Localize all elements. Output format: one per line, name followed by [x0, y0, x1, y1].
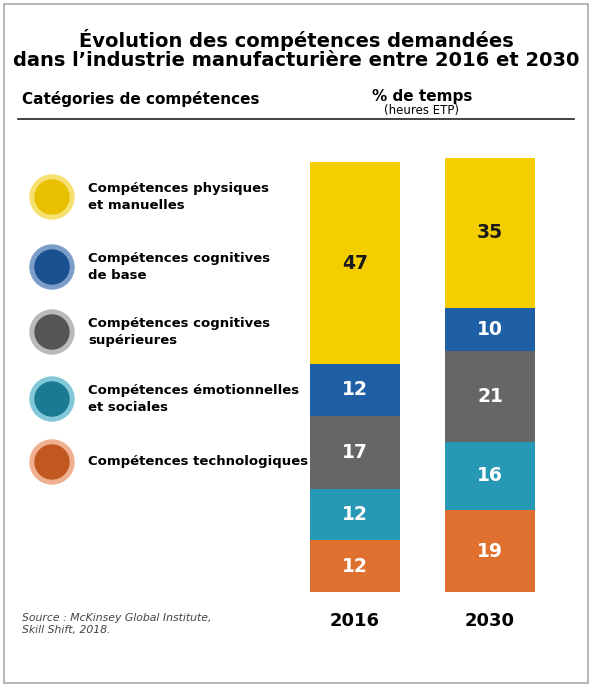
Circle shape: [30, 310, 74, 354]
Bar: [310, 541, 400, 592]
Text: Compétences émotionnelles
et sociales: Compétences émotionnelles et sociales: [88, 384, 299, 414]
Text: 10: 10: [477, 320, 503, 339]
Text: 19: 19: [477, 541, 503, 561]
Circle shape: [30, 377, 74, 421]
Text: (heures ETP): (heures ETP): [384, 104, 459, 117]
Circle shape: [30, 440, 74, 484]
Text: 12: 12: [342, 381, 368, 399]
Text: 17: 17: [342, 442, 368, 462]
Text: 2016: 2016: [330, 612, 380, 630]
Circle shape: [35, 382, 69, 416]
Circle shape: [35, 250, 69, 284]
Bar: [445, 158, 535, 308]
Bar: [445, 308, 535, 351]
Text: Évolution des compétences demandées: Évolution des compétences demandées: [79, 29, 513, 51]
Text: dans l’industrie manufacturière entre 2016 et 2030: dans l’industrie manufacturière entre 20…: [13, 51, 579, 70]
Text: 12: 12: [342, 505, 368, 524]
Circle shape: [30, 245, 74, 289]
Text: % de temps: % de temps: [372, 89, 472, 104]
Bar: [310, 416, 400, 488]
Bar: [310, 364, 400, 416]
Text: Compétences physiques
et manuelles: Compétences physiques et manuelles: [88, 182, 269, 212]
Bar: [445, 442, 535, 510]
Text: 21: 21: [477, 387, 503, 406]
Circle shape: [35, 180, 69, 214]
Bar: [445, 351, 535, 442]
Text: Source : McKinsey Global Institute,
Skill Shift, 2018.: Source : McKinsey Global Institute, Skil…: [22, 613, 211, 635]
Text: Catégories de compétences: Catégories de compétences: [22, 91, 259, 107]
Bar: [310, 488, 400, 541]
Text: Compétences cognitives
supérieures: Compétences cognitives supérieures: [88, 317, 270, 347]
Bar: [310, 162, 400, 364]
Text: Compétences technologiques: Compétences technologiques: [88, 455, 308, 469]
Text: 12: 12: [342, 556, 368, 576]
Text: 16: 16: [477, 466, 503, 486]
Text: 2030: 2030: [465, 612, 515, 630]
Circle shape: [30, 175, 74, 219]
Circle shape: [35, 315, 69, 349]
FancyBboxPatch shape: [4, 4, 588, 683]
Circle shape: [35, 445, 69, 479]
Bar: [445, 510, 535, 592]
Text: 35: 35: [477, 223, 503, 243]
Text: Compétences cognitives
de base: Compétences cognitives de base: [88, 252, 270, 282]
Text: 47: 47: [342, 254, 368, 273]
